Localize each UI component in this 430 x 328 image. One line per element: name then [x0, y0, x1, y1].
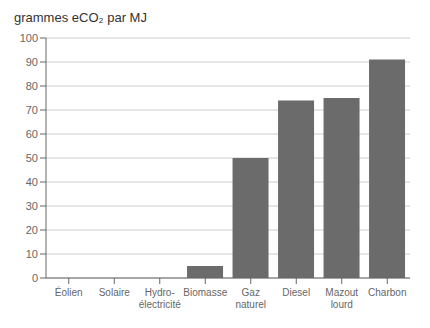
svg-text:70: 70 [26, 104, 38, 116]
svg-text:90: 90 [26, 56, 38, 68]
svg-text:Diesel: Diesel [282, 287, 310, 298]
svg-text:30: 30 [26, 200, 38, 212]
svg-text:10: 10 [26, 248, 38, 260]
svg-text:100: 100 [20, 32, 38, 44]
svg-text:40: 40 [26, 176, 38, 188]
svg-text:80: 80 [26, 80, 38, 92]
svg-text:Charbon: Charbon [368, 287, 406, 298]
svg-text:Solaire: Solaire [99, 287, 131, 298]
svg-text:Biomasse: Biomasse [183, 287, 227, 298]
svg-text:60: 60 [26, 128, 38, 140]
svg-text:20: 20 [26, 224, 38, 236]
svg-text:50: 50 [26, 152, 38, 164]
svg-text:Mazoutlourd: Mazoutlourd [325, 287, 358, 310]
html-text:grammes eCO₂ par MJ: grammes eCO₂ par MJ [14, 10, 147, 25]
svg-text:0: 0 [32, 272, 38, 284]
svg-text:Hydro-électricité: Hydro-électricité [139, 287, 182, 310]
svg-text:Éolien: Éolien [55, 286, 83, 298]
svg-text:Gaznaturel: Gaznaturel [235, 287, 266, 310]
